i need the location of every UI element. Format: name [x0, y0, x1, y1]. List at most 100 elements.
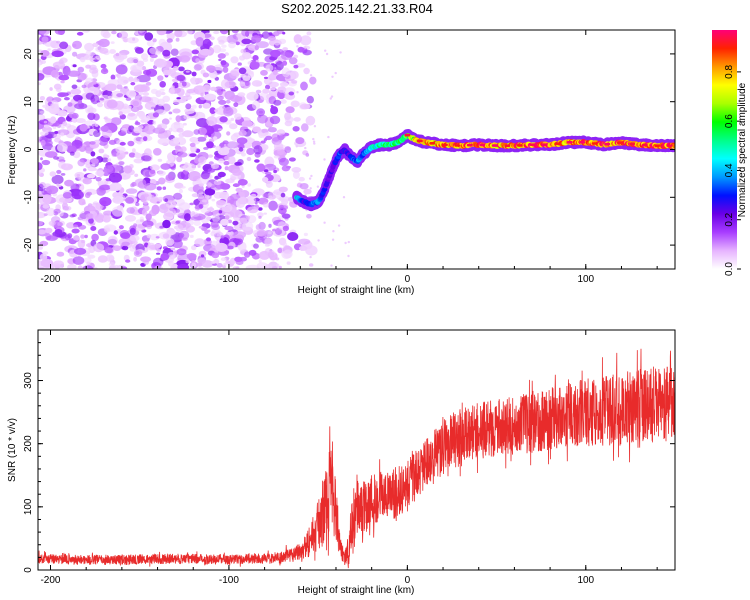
noise-blob — [219, 30, 229, 35]
noise-blob — [126, 207, 135, 214]
noise-blob — [255, 41, 269, 49]
noise-blob — [49, 87, 53, 91]
noise-blob — [91, 233, 99, 242]
noise-blob — [265, 180, 273, 188]
noise-blob — [38, 190, 42, 194]
noise-blob — [175, 115, 182, 123]
noise-blob — [157, 170, 166, 176]
snr-y-ticks: 0 100 200 300 — [23, 329, 675, 573]
noise-blob — [143, 136, 148, 142]
noise-blob — [102, 215, 111, 223]
noise-blob — [56, 123, 62, 128]
noise-blob — [237, 143, 246, 149]
noise-blob — [189, 202, 194, 206]
noise-blob — [191, 193, 200, 198]
noise-blob — [216, 200, 226, 206]
noise-blob — [283, 249, 293, 259]
spectrogram-x-label: Height of straight line (km) — [298, 285, 415, 296]
noise-blob — [86, 173, 96, 179]
noise-blob — [206, 237, 211, 242]
noise-blob — [144, 182, 157, 191]
noise-blob — [149, 54, 158, 59]
noise-blob — [132, 100, 139, 107]
noise-blob — [139, 219, 145, 223]
noise-blob — [118, 111, 123, 116]
noise-blob — [130, 82, 136, 86]
noise-blob — [157, 223, 162, 227]
noise-blob — [149, 47, 159, 55]
noise-blob — [313, 125, 317, 128]
noise-blob — [218, 210, 223, 214]
noise-blob — [119, 141, 126, 146]
noise-blob — [82, 177, 92, 185]
noise-blob — [292, 170, 300, 179]
noise-blob — [189, 142, 196, 148]
noise-blob — [278, 265, 282, 269]
noise-blob — [116, 105, 123, 110]
noise-blob — [173, 140, 180, 144]
noise-blob — [216, 70, 221, 74]
noise-blob — [140, 256, 152, 263]
noise-blob — [339, 51, 342, 54]
noise-blob — [244, 142, 252, 149]
noise-blob — [172, 108, 181, 114]
noise-blob — [85, 64, 92, 69]
noise-blob — [270, 87, 276, 91]
noise-blob — [273, 31, 280, 37]
noise-blob — [89, 67, 99, 74]
noise-blob — [38, 114, 46, 121]
noise-blob — [313, 142, 316, 145]
noise-blob — [87, 254, 96, 259]
noise-blob — [198, 204, 204, 209]
snr-panel: -200 -100 0 100 0 100 200 300 Height of straig… — [7, 329, 676, 596]
noise-blob — [178, 66, 185, 72]
noise-blob — [145, 68, 158, 77]
noise-blob — [170, 85, 175, 89]
noise-blob — [49, 116, 57, 124]
noise-blob — [273, 155, 280, 159]
noise-blob — [297, 46, 305, 53]
noise-blob — [189, 153, 197, 158]
noise-blob — [87, 112, 96, 121]
noise-blob — [125, 97, 132, 101]
signal-peak — [641, 143, 648, 147]
noise-blob — [191, 212, 200, 217]
noise-blob — [234, 256, 243, 262]
noise-blob — [129, 246, 137, 252]
noise-blob — [126, 37, 139, 44]
noise-blob — [107, 95, 113, 100]
noise-blob — [98, 137, 109, 146]
signal-peak — [604, 142, 611, 146]
noise-blob — [166, 32, 175, 40]
spectrogram-x-tick-label: -100 — [219, 274, 239, 285]
noise-blob — [270, 106, 279, 115]
colorbar-gradient — [712, 30, 737, 269]
noise-blob — [331, 238, 335, 241]
noise-blob — [246, 91, 259, 101]
noise-blob — [57, 142, 68, 153]
noise-blob — [255, 224, 262, 231]
noise-blob — [62, 206, 69, 211]
noise-blob — [207, 207, 215, 212]
noise-blob — [38, 58, 42, 62]
noise-blob — [159, 225, 164, 229]
noise-blob — [225, 260, 230, 264]
noise-blob — [265, 84, 271, 90]
noise-blob — [337, 224, 341, 227]
noise-blob — [57, 110, 68, 117]
noise-blob — [197, 266, 204, 269]
colorbar: 0.0 0.2 0.4 0.6 0.8 Normalized spectral ampl… — [712, 30, 748, 276]
colorbar-label: Normalized spectral amplitude — [737, 82, 748, 217]
noise-blob — [237, 179, 248, 186]
noise-blob — [185, 70, 190, 73]
noise-blob — [146, 225, 152, 230]
noise-blob — [241, 30, 250, 37]
noise-blob — [285, 106, 295, 114]
noise-blob — [41, 36, 49, 43]
noise-blob — [213, 136, 218, 141]
noise-blob — [237, 223, 241, 228]
noise-blob — [215, 107, 225, 115]
noise-blob — [293, 64, 299, 69]
noise-blob — [238, 147, 244, 152]
noise-blob — [134, 173, 139, 177]
